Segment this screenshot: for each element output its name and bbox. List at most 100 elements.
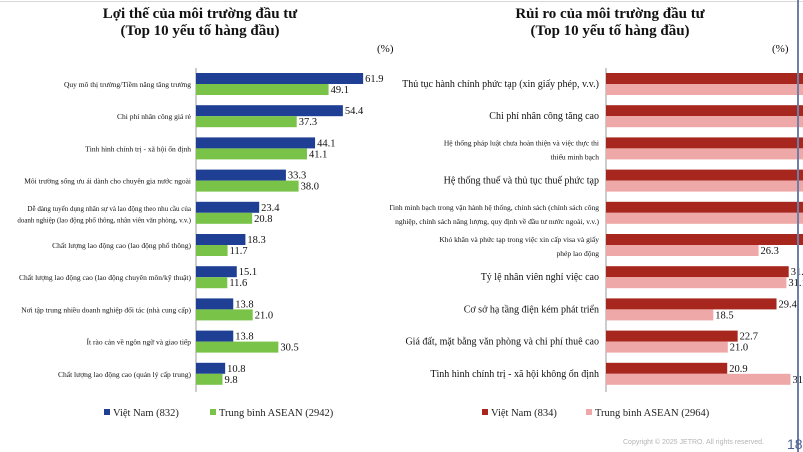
- chart1-category-label: thiếu minh bạch: [551, 152, 600, 161]
- chart0-category-label: Chi phí nhân công giá rẻ: [117, 112, 192, 121]
- right-chart-title: Rủi ro của môi trường đầu tư (Top 10 yếu…: [420, 6, 800, 40]
- chart1-value-label: 20.9: [729, 364, 747, 375]
- chart1-bar-s0: [606, 73, 803, 84]
- chart0-bar-s0: [196, 330, 234, 342]
- chart1-bar-s0: [606, 298, 777, 310]
- page-number: 18: [787, 436, 803, 452]
- chart1-bar-s1: [606, 309, 714, 321]
- chart1-bar-s0: [606, 330, 738, 342]
- chart0-bar-s0: [196, 298, 234, 310]
- chart0-value-label: 37.3: [299, 117, 317, 128]
- chart1-bar-s0: [606, 234, 803, 245]
- chart1-category-label: nghiệp, chính sách năng lượng, quy định …: [395, 217, 599, 226]
- chart0-value-label: 38.0: [301, 182, 319, 193]
- chart1-category-label: Hệ thống pháp luật chưa hoàn thiện và vi…: [444, 138, 599, 147]
- right-edge-rule: [797, 0, 799, 452]
- chart1-category-label: Tỷ lệ nhân viên nghỉ việc cao: [481, 272, 599, 283]
- chart0-bar-s1: [196, 373, 223, 385]
- chart0-bar-s0: [196, 73, 364, 84]
- chart0-value-label: 13.8: [235, 299, 253, 310]
- chart1-legend-label: Việt Nam (834): [491, 408, 557, 419]
- chart1-category-label: Cơ sở hạ tầng điện kém phát triển: [464, 304, 599, 315]
- chart1-value-label: 18.5: [715, 310, 733, 321]
- chart0-bar-s0: [196, 201, 260, 213]
- left-chart-title-line2: (Top 10 yếu tố hàng đầu): [120, 23, 280, 39]
- chart0-value-label: 13.8: [235, 332, 253, 343]
- chart1-bar-s1: [606, 84, 803, 95]
- copyright-footer: Copyright © 2025 JETRO. All rights reser…: [623, 439, 764, 446]
- chart0-category-label: Nơi tập trung nhiều doanh nghiệp đối tác…: [21, 305, 191, 314]
- chart1-bar-s1: [606, 180, 803, 192]
- chart0-category-label: Tình hình chính trị - xã hội ổn định: [85, 144, 191, 153]
- chart0-value-label: 21.0: [255, 310, 273, 321]
- right-chart-title-line2: (Top 10 yếu tố hàng đầu): [530, 23, 690, 39]
- chart1-value-label: 22.7: [740, 332, 758, 343]
- right-chart-title-line1: Rủi ro của môi trường đầu tư: [515, 6, 705, 22]
- chart0-value-label: 30.5: [280, 343, 298, 354]
- chart0-value-label: 61.9: [365, 74, 383, 85]
- chart1-bar-s0: [606, 362, 728, 374]
- chart1-value-label: 21.0: [730, 343, 748, 354]
- right-chart-unit: (%): [772, 43, 789, 55]
- chart1-category-label: Chi phí nhân công tăng cao: [489, 111, 599, 122]
- chart0-category-label: Chất lượng lao động cao (lao động phổ th…: [52, 241, 191, 250]
- chart0-bar-s1: [196, 180, 299, 192]
- chart0-legend-label: Trung bình ASEAN (2942): [219, 408, 334, 419]
- chart0-bar-s1: [196, 309, 253, 321]
- left-chart-title-line1: Lợi thế của môi trường đầu tư: [102, 6, 298, 22]
- chart1-bar-s1: [606, 212, 803, 224]
- right-bar-chart: Thủ tục hành chính phức tạp (xin giấy ph…: [390, 68, 803, 419]
- chart0-bar-s0: [196, 137, 316, 149]
- chart1-bar-s1: [606, 148, 803, 160]
- chart1-bar-s1: [606, 277, 787, 289]
- chart0-value-label: 15.1: [239, 267, 257, 278]
- chart1-value-label: 31.5: [791, 267, 803, 278]
- chart1-bar-s0: [606, 169, 803, 181]
- chart0-value-label: 11.6: [229, 278, 247, 289]
- chart1-category-label: Tình hình chính trị - xã hội không ổn đị…: [430, 369, 599, 380]
- chart0-value-label: 18.3: [247, 235, 265, 246]
- chart1-bar-s0: [606, 201, 803, 213]
- chart0-category-label: Chất lượng lao động cao (lao động chuyên…: [19, 273, 191, 282]
- chart0-value-label: 54.4: [345, 106, 364, 117]
- chart1-category-label: Hệ thống thuế và thủ tục thuế phức tạp: [444, 176, 599, 187]
- chart0-bar-s1: [196, 341, 279, 353]
- chart1-bar-s0: [606, 137, 803, 149]
- chart0-value-label: 41.1: [309, 149, 327, 160]
- chart1-legend-label: Trung bình ASEAN (2964): [595, 408, 710, 419]
- chart0-value-label: 10.8: [227, 364, 245, 375]
- chart0-value-label: 44.1: [317, 138, 335, 149]
- chart0-bar-s1: [196, 212, 253, 224]
- chart1-category-label: Tình minh bạch trong vận hành hệ thống, …: [390, 203, 599, 212]
- chart1-category-label: Giá đất, mặt bằng văn phòng và chi phí t…: [405, 337, 599, 348]
- left-bar-chart: Quy mô thị trường/Tiềm năng tăng trưởng 6…: [17, 68, 384, 419]
- chart1-bar-s0: [606, 105, 803, 117]
- chart0-category-label: Chất lượng lao động cao (quản lý cấp tru…: [58, 370, 191, 379]
- chart0-bar-s1: [196, 116, 297, 128]
- chart0-category-label: doanh nghiệp (lao động phổ thông, nhân v…: [17, 217, 191, 225]
- left-chart-title: Lợi thế của môi trường đầu tư (Top 10 yế…: [0, 6, 400, 40]
- chart0-bar-s0: [196, 169, 286, 181]
- chart1-bar-s1: [606, 245, 759, 256]
- chart1-category-label: Thủ tục hành chính phức tạp (xin giấy ph…: [402, 79, 599, 90]
- chart0-legend-label: Việt Nam (832): [113, 408, 179, 419]
- chart1-bar-s1: [606, 116, 803, 128]
- chart0-bar-s0: [196, 362, 226, 374]
- chart1-legend-swatch: [482, 409, 488, 415]
- chart0-value-label: 33.3: [288, 171, 306, 182]
- chart1-bar-s0: [606, 266, 789, 278]
- chart0-category-label: Ít rào cản về ngôn ngữ và giao tiếp: [87, 337, 192, 347]
- chart1-value-label: 29.4: [779, 299, 798, 310]
- left-chart-unit: (%): [377, 43, 394, 55]
- chart0-category-label: Môi trường sống ưu ái dành cho chuyên gi…: [24, 177, 191, 186]
- chart0-value-label: 20.8: [254, 214, 272, 225]
- chart0-bar-s1: [196, 148, 307, 160]
- chart0-value-label: 11.7: [230, 246, 248, 257]
- chart0-bar-s1: [196, 277, 228, 289]
- chart0-legend-swatch: [210, 409, 216, 415]
- chart0-value-label: 9.8: [224, 375, 237, 386]
- chart0-bar-s0: [196, 105, 343, 117]
- chart0-value-label: 49.1: [331, 85, 349, 96]
- chart0-category-label: Dễ dàng tuyển dụng nhân sự và lao động t…: [27, 205, 191, 213]
- chart0-legend-swatch: [104, 409, 110, 415]
